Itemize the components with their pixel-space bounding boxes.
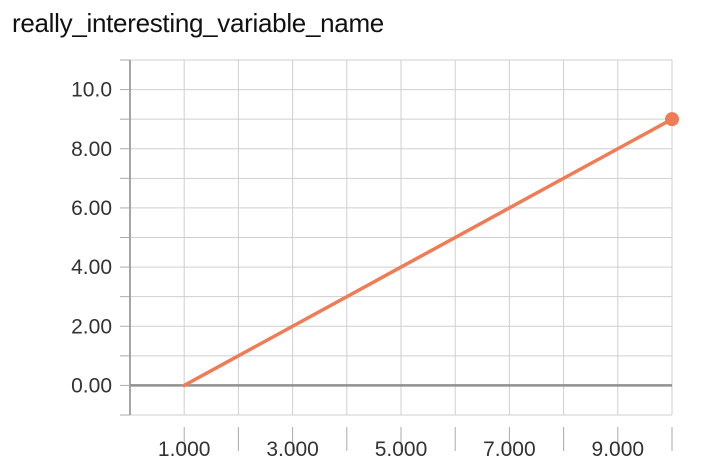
y-tick-label: 4.00 <box>71 256 112 279</box>
x-tick-label: 3.000 <box>266 438 319 461</box>
x-tick-label: 9.000 <box>592 438 645 461</box>
series <box>182 112 679 388</box>
y-tick-label: 6.00 <box>71 197 112 220</box>
y-tick-label: 2.00 <box>71 315 112 338</box>
series-line <box>182 117 674 388</box>
grid <box>130 59 673 416</box>
y-tick-label: 0.00 <box>71 374 112 397</box>
axes <box>120 59 673 451</box>
x-tick-label: 7.000 <box>483 438 536 461</box>
tick-labels: 0.00 2.00 4.00 6.00 8.00 10.0 1.000 3.000 5.000 7… <box>71 79 644 461</box>
series-end-point <box>665 112 679 127</box>
y-tick-label: 8.00 <box>71 138 112 161</box>
y-tick-label: 10.0 <box>71 79 112 102</box>
chart-title: really_interesting_variable_name <box>12 8 384 38</box>
x-tick-label: 1.000 <box>158 438 211 461</box>
x-tick-label: 5.000 <box>375 438 428 461</box>
